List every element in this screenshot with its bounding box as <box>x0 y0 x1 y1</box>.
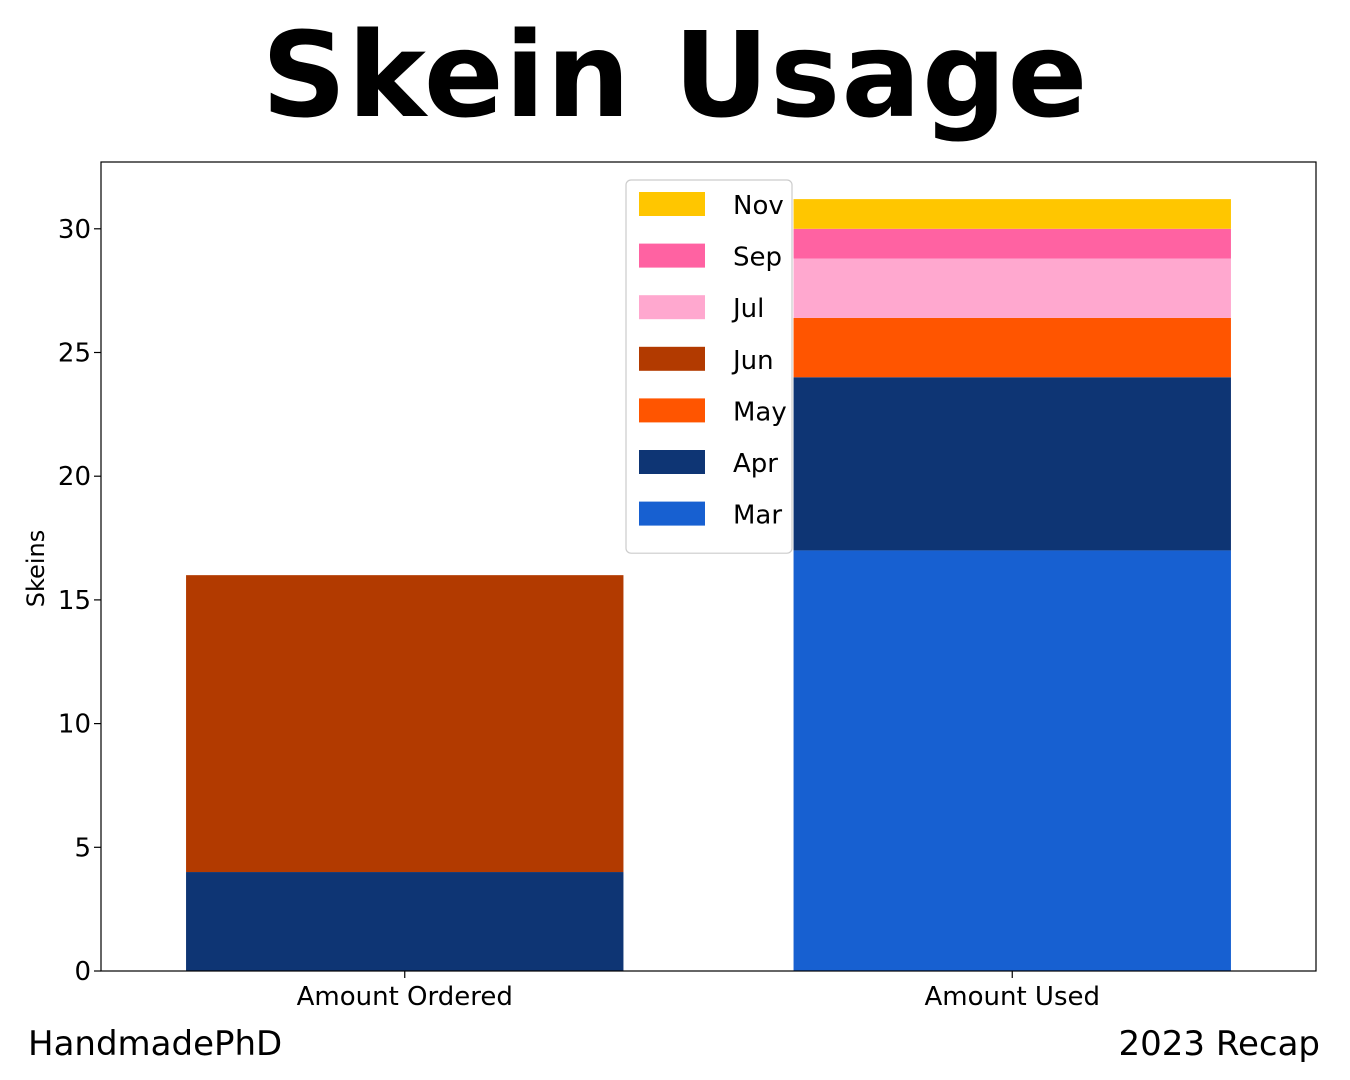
legend-label-jul: Jul <box>731 294 764 324</box>
y-tick-label: 5 <box>74 833 91 863</box>
footer-author: HandmadePhD <box>28 1024 283 1064</box>
legend-label-apr: Apr <box>733 449 778 479</box>
legend-swatch-nov <box>639 192 705 216</box>
y-axis-label: Skeins <box>22 530 50 607</box>
legend-label-jun: Jun <box>731 346 774 376</box>
legend-swatch-apr <box>639 450 705 474</box>
footer-caption: 2023 Recap <box>1118 1024 1320 1064</box>
legend-label-nov: Nov <box>733 191 784 221</box>
legend-label-sep: Sep <box>733 243 782 273</box>
bar-may-used <box>793 317 1231 378</box>
bar-nov-used <box>793 199 1231 229</box>
y-tick-label: 10 <box>58 710 91 740</box>
y-tick-label: 25 <box>58 338 91 368</box>
y-tick-label: 0 <box>74 957 91 987</box>
y-tick-label: 20 <box>58 462 91 492</box>
legend-swatch-sep <box>639 243 705 268</box>
x-tick-label: Amount Used <box>924 982 1100 1012</box>
legend-label-may: May <box>733 397 787 427</box>
legend-swatch-jun <box>639 346 705 371</box>
x-tick-label: Amount Ordered <box>297 982 513 1012</box>
bar-jun-ordered <box>186 575 624 873</box>
y-tick-label: 15 <box>58 586 91 616</box>
plot-frame <box>100 161 1317 972</box>
legend-swatch-jul <box>639 295 705 320</box>
chart-title: Skein Usage <box>261 6 1089 144</box>
y-tick-label: 30 <box>58 215 91 245</box>
bar-mar-used <box>793 550 1231 971</box>
legend-swatch-may <box>639 398 705 423</box>
legend-swatch-mar <box>639 501 705 526</box>
legend-label-mar: Mar <box>733 501 782 531</box>
bar-apr-ordered <box>186 872 624 971</box>
bar-sep-used <box>793 228 1231 259</box>
bar-apr-used <box>793 377 1231 551</box>
bar-jul-used <box>793 258 1231 318</box>
